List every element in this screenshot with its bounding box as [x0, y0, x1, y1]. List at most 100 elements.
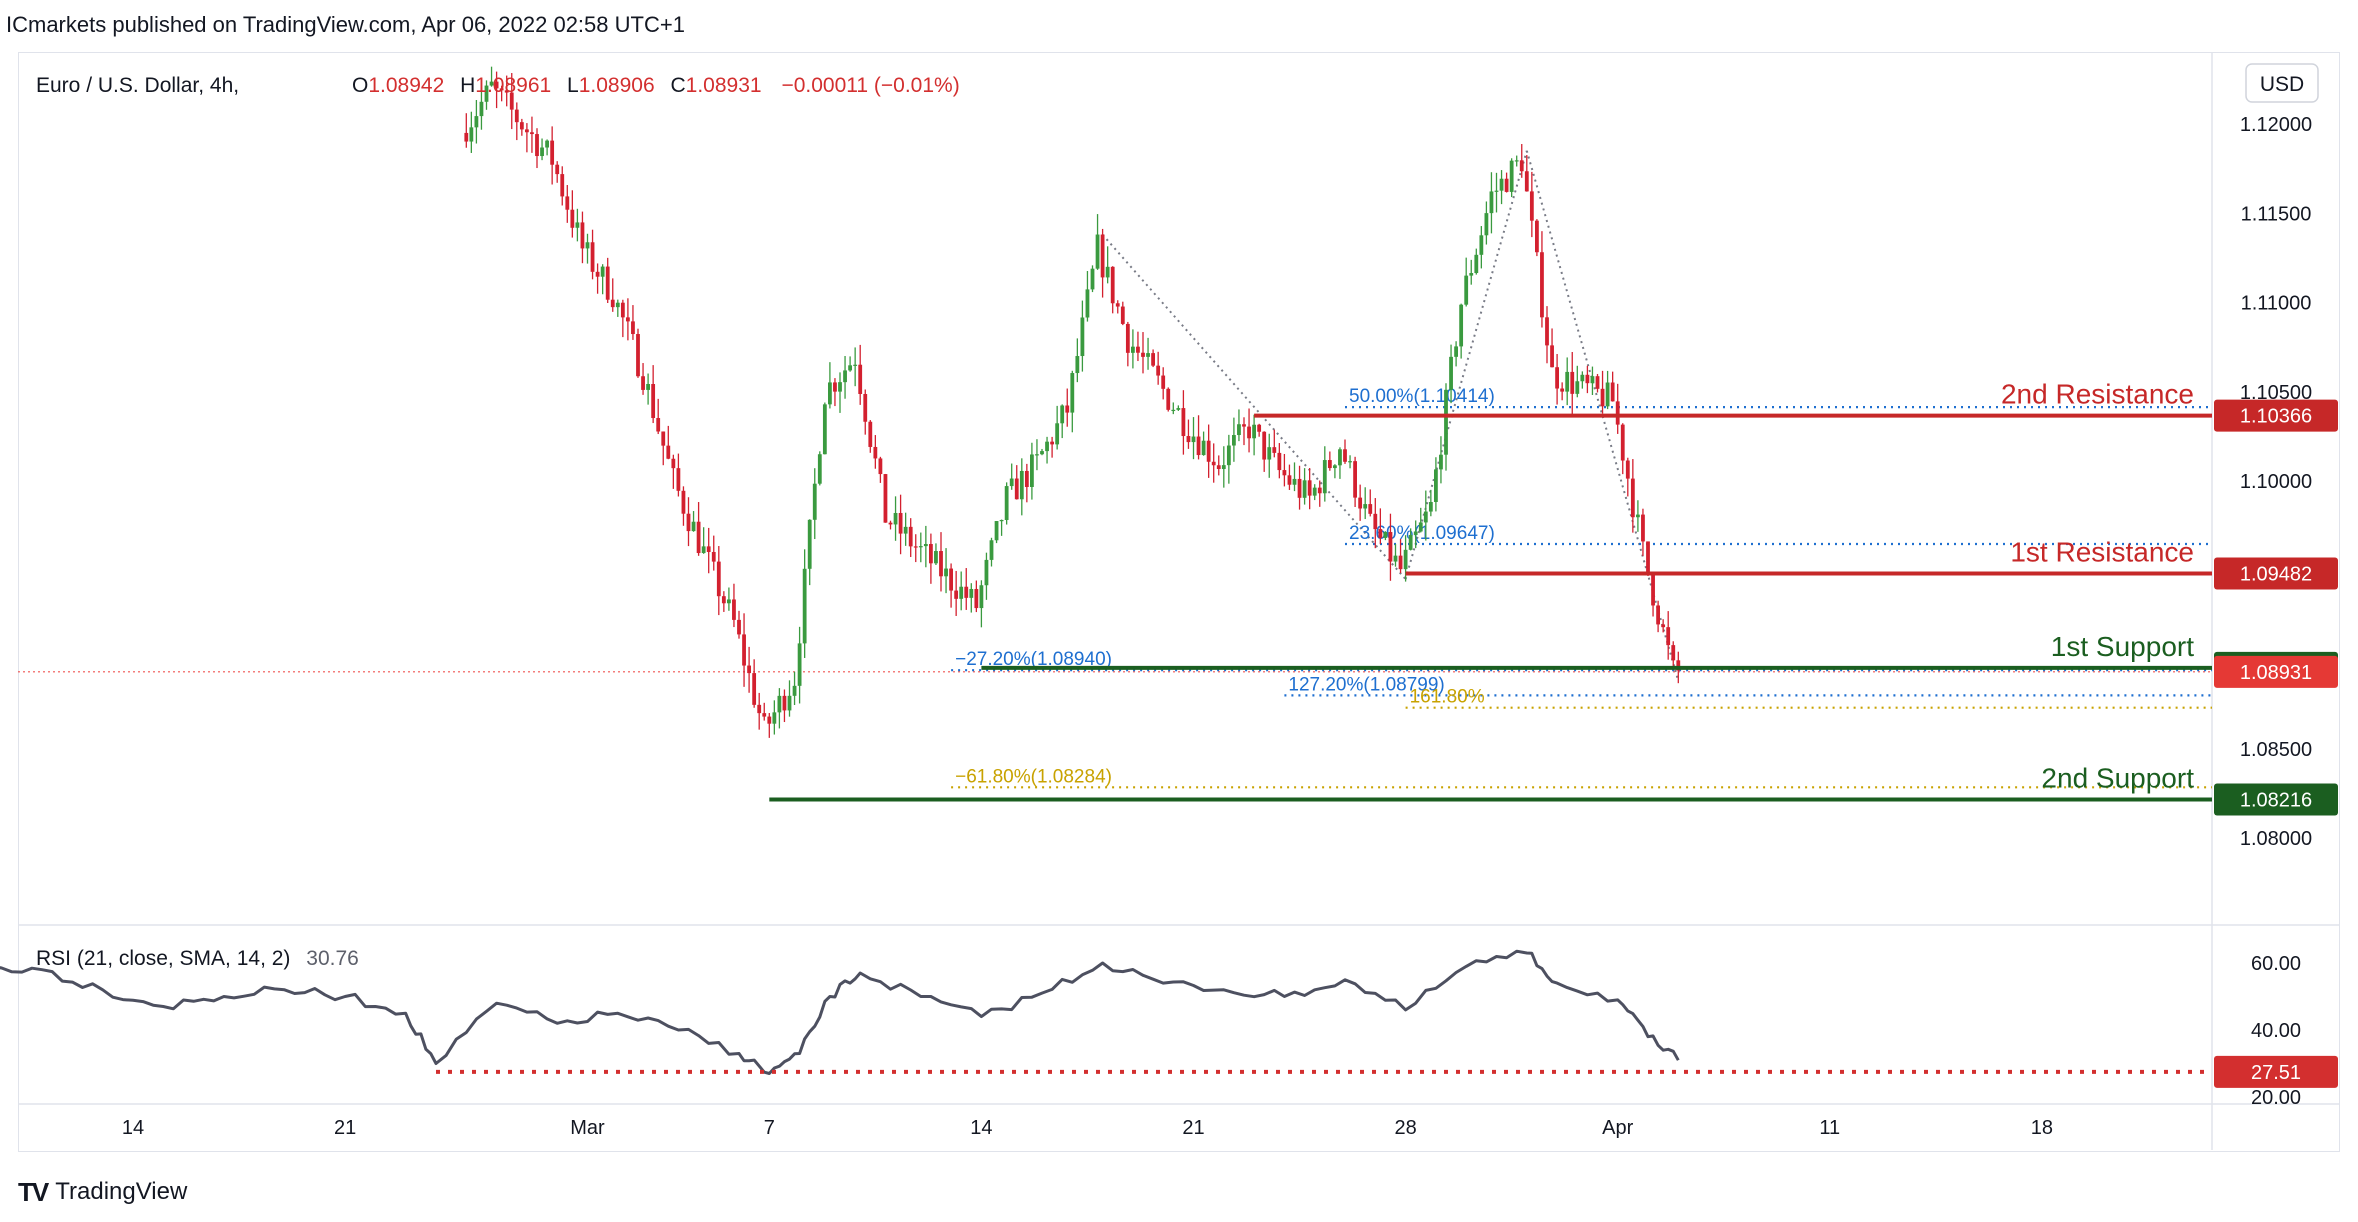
candle-body — [535, 134, 539, 157]
candle-body — [1555, 367, 1559, 389]
candle-body — [767, 716, 772, 724]
time-tick-label: 28 — [1394, 1117, 1416, 1139]
candle-body — [1605, 382, 1610, 407]
candle-body — [1403, 549, 1408, 570]
candle-body — [1590, 376, 1595, 384]
candle-body — [1014, 478, 1019, 500]
candle-body — [1459, 304, 1464, 347]
candle-body — [1368, 504, 1373, 514]
rsi-tick-label: 40.00 — [2251, 1020, 2301, 1042]
time-tick-label: Apr — [1602, 1117, 1633, 1139]
candle-body — [580, 222, 585, 249]
candle-body — [964, 586, 969, 598]
candle-body — [479, 101, 484, 117]
rsi-tick-label: 60.00 — [2251, 953, 2301, 975]
candle-body — [1393, 555, 1398, 562]
candle-body — [681, 490, 686, 514]
candle-body — [797, 643, 802, 686]
candle-body — [1307, 480, 1312, 496]
candle-body — [1141, 352, 1145, 357]
candle-body — [959, 586, 964, 599]
fib-level-label: 127.20%(1.08799) — [1288, 674, 1444, 695]
candle-body — [918, 546, 923, 548]
candle-body — [1439, 454, 1443, 470]
candle-body — [1327, 460, 1332, 469]
candle-body — [883, 474, 888, 523]
candle-body — [903, 526, 908, 534]
candle-body — [1489, 191, 1494, 214]
candle-body — [868, 421, 873, 447]
candle-body — [817, 454, 822, 484]
candle-body — [1545, 317, 1549, 346]
candle-body — [1600, 388, 1605, 407]
candle-body — [1186, 436, 1191, 443]
candle-body — [651, 384, 656, 419]
candle-body — [575, 222, 580, 228]
candle-body — [833, 382, 837, 392]
candle-body — [1191, 436, 1196, 443]
candle-body — [1176, 408, 1181, 410]
candle-body — [913, 546, 918, 548]
candle-body — [1292, 478, 1297, 485]
rsi-level-tag-label: 27.51 — [2251, 1062, 2301, 1084]
rsi-level-tag — [2214, 1055, 2338, 1088]
candle-body — [1550, 345, 1554, 368]
fibonacci-layer: 50.00%(1.10414)23.60%(1.09647)−27.20%(1.… — [18, 150, 2212, 789]
candle-body — [974, 588, 979, 609]
candle-body — [706, 546, 711, 552]
candle-body — [504, 90, 509, 93]
candle-body — [747, 665, 751, 674]
rsi-line — [0, 949, 1680, 1075]
candle-body — [509, 92, 514, 110]
candle-body — [585, 242, 590, 249]
candle-body — [1630, 478, 1635, 518]
candle-body — [540, 147, 544, 157]
candle-body — [1363, 504, 1368, 509]
candles-layer — [464, 66, 1681, 738]
time-tick-label: Mar — [570, 1117, 605, 1139]
rsi-legend: RSI (21, close, SMA, 14, 2) 30.76 — [36, 947, 359, 970]
candle-body — [1524, 171, 1529, 192]
time-tick-label: 11 — [1819, 1117, 1840, 1139]
footer-brand[interactable]: TradingView — [55, 1178, 188, 1205]
candle-body — [696, 521, 701, 554]
level-price-tag — [2214, 783, 2338, 816]
candle-body — [843, 370, 847, 383]
open-label: O — [352, 74, 368, 97]
candle-body — [1302, 480, 1307, 498]
candle-body — [1620, 424, 1625, 461]
tradingview-logo-icon[interactable]: TV — [18, 1177, 49, 1207]
currency-button[interactable] — [2245, 63, 2319, 103]
level-label: 2nd Resistance — [2001, 379, 2194, 410]
fib-level-label: −61.80%(1.08284) — [955, 766, 1112, 787]
candle-body — [600, 266, 605, 277]
candle-body — [1348, 461, 1352, 463]
candle-body — [1580, 374, 1585, 382]
candle-body — [1297, 478, 1302, 498]
candle-body — [1151, 353, 1155, 366]
candle-body — [1136, 346, 1140, 353]
candle-body — [772, 712, 777, 724]
low-label: L — [567, 74, 579, 97]
candle-body — [1257, 424, 1262, 432]
candle-body — [1565, 371, 1570, 392]
candle-body — [1413, 531, 1418, 535]
candle-body — [1075, 356, 1080, 374]
candle-body — [1641, 514, 1645, 542]
candle-body — [1171, 409, 1176, 412]
candle-body — [1226, 445, 1231, 466]
time-tick-label: 14 — [122, 1117, 144, 1139]
candle-body — [1333, 465, 1337, 469]
time-tick-label: 21 — [1182, 1117, 1204, 1139]
candle-body — [1651, 573, 1655, 606]
level-price-tag-label: 1.10366 — [2240, 406, 2312, 428]
candle-body — [1388, 532, 1393, 562]
candle-body — [1216, 465, 1221, 469]
candle-body — [545, 140, 549, 148]
candle-body — [873, 446, 878, 459]
high-value: 1.08961 — [475, 74, 551, 97]
candle-body — [1181, 408, 1186, 437]
currency-button-label: USD — [2260, 73, 2304, 96]
candle-body — [1277, 452, 1282, 471]
